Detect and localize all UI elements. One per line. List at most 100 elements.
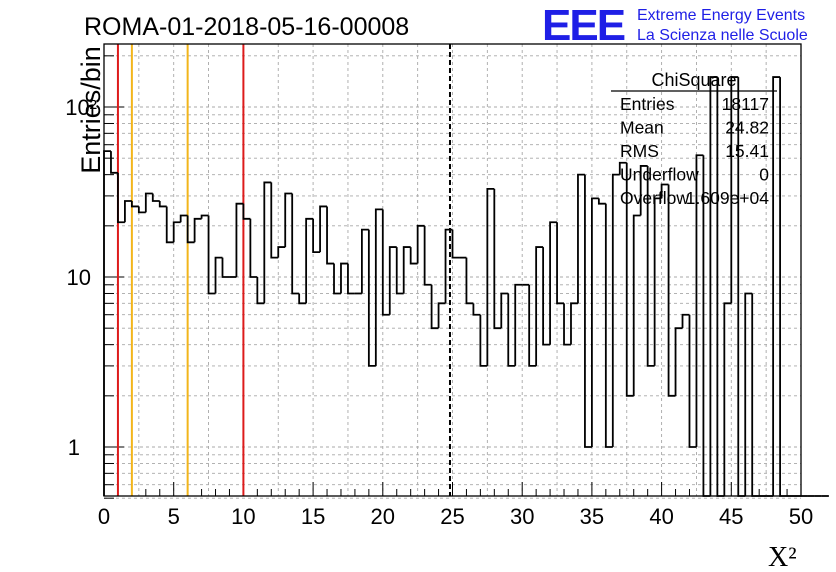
histogram-bin [514,283,523,366]
histogram-bin [618,161,627,175]
x-tick-label: 20 [371,504,395,529]
histogram-bin [709,76,718,496]
histogram-bin [556,222,565,305]
histogram-bin [291,193,300,295]
histogram-bin [179,214,188,223]
histogram-bin [193,217,202,243]
histogram-bin [347,263,355,295]
histogram-bin [632,214,641,396]
histogram-bin [444,228,453,304]
histogram-bin [360,228,369,294]
stats-title: ChiSquare [651,70,736,90]
histogram-bin [695,154,704,447]
histogram-bin [381,209,390,316]
stats-value: 24.82 [725,118,769,138]
histogram-bin [402,246,411,294]
histogram-bin [472,303,481,316]
x-tick-label: 35 [580,504,604,529]
reference-lines [116,44,451,496]
stats-label: Overflow [620,188,689,208]
stats-label: Mean [620,118,664,138]
histogram-bin [319,205,328,253]
histogram-bin [340,262,348,294]
stats-value: 0 [759,165,769,185]
histogram-bin [604,203,613,448]
histogram-bin [221,257,230,278]
histogram-bin [611,173,620,447]
histogram-bin [772,76,781,496]
histogram-bin [326,206,335,265]
x-tick-label: 30 [510,504,534,529]
chart-title: ROMA-01-2018-05-16-00008 [84,13,409,41]
histogram-bin [151,193,160,202]
histogram-bin [235,202,244,277]
stats-label: Underflow [620,165,699,185]
histogram-bin [110,151,118,174]
histogram-bin [723,302,732,496]
histogram-bin [263,181,272,304]
histogram-bin [117,172,125,224]
histogram-bin [416,224,425,264]
histogram-bin [172,221,181,243]
histogram-bin [423,225,432,286]
stats-value: 18117 [722,94,769,114]
histogram-bin [367,229,376,367]
histogram-bin [388,246,397,315]
y-tick-labels: 1 10 10² [65,95,97,460]
plot-frame [103,43,802,497]
histogram-bin [625,162,634,397]
histogram-bin [165,206,174,244]
eee-logo-line2: La Scienza nelle Scuole [637,27,808,44]
histogram-bin [130,200,139,208]
histogram-bin [597,198,606,205]
histogram-bin [270,182,279,259]
y-tick-label: 1 [68,435,80,460]
stats-label: RMS [620,141,659,161]
histogram-bin [584,174,592,448]
histogram-bin [486,187,495,366]
histogram-bin [549,221,558,345]
stats-label: Entries [620,94,675,114]
histogram-bin [207,215,216,295]
y-tick-label: 10 [67,265,91,290]
histogram-bin [639,165,648,216]
histogram-bin [674,327,683,396]
histogram-bin [479,314,488,367]
histogram-bin [186,215,195,244]
x-axis-label: X² [768,542,797,572]
histogram-bin [493,188,502,330]
histogram-bin [451,229,460,259]
grid [104,44,801,499]
eee-logo: EEE Extreme Energy Events La Scienza nel… [542,1,808,50]
histogram-bin [535,246,544,366]
histogram-bin [577,173,585,304]
histogram-bin [563,303,571,346]
histogram-bin [256,277,265,305]
x-tick-label: 40 [649,504,673,529]
histogram-bin [395,247,404,295]
x-tick-label: 45 [719,504,743,529]
x-tick-label: 10 [231,504,255,529]
histogram-bin [542,247,551,346]
histogram-bin [284,192,293,248]
histogram-bin [437,302,446,329]
histogram-bin [507,293,516,367]
x-tick-label: 50 [789,504,813,529]
histogram-bin [744,292,753,496]
stats-box: ChiSquare Entries 18117 Mean 24.82 RMS 15.41 U… [611,70,777,208]
x-tick-label: 25 [440,504,464,529]
histogram-bin [305,217,314,304]
stats-value: 1.609e+04 [686,188,769,208]
histogram-bin [312,218,321,254]
histogram-bin [730,76,739,304]
x-tick-labels: 0 5 10 15 20 25 30 35 40 45 50 [98,504,813,529]
x-tick-label: 15 [301,504,325,529]
histogram-bin [144,192,153,213]
histogram-bin [374,208,383,366]
histogram-bin [124,200,132,223]
histogram-bin [591,197,599,447]
histogram-bin [158,200,167,208]
histogram-bin [214,256,223,294]
x-tick-label: 5 [168,504,180,529]
histogram-bin [249,218,258,278]
